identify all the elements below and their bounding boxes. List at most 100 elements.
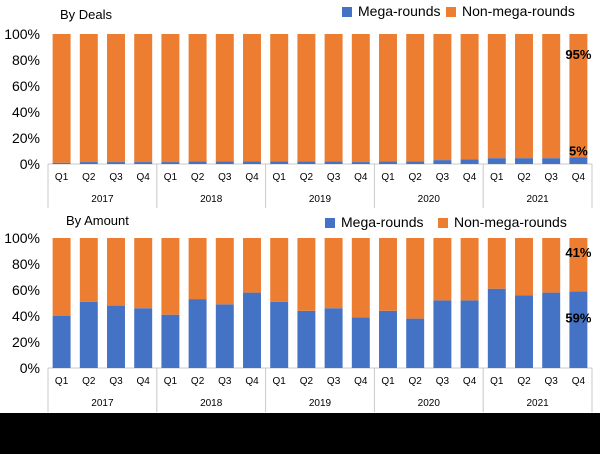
chart2-y-tick-label: 20% <box>12 334 40 350</box>
chart2-data-label-non-mega-rounds: 41% <box>565 245 591 260</box>
chart2-bar-mega-rounds <box>569 291 588 368</box>
chart2-bar-mega-rounds <box>270 301 289 368</box>
chart1-bar-non-mega-rounds <box>52 34 71 163</box>
chart2-bar-non-mega-rounds <box>569 238 588 292</box>
chart1-x-tick-label: Q3 <box>109 172 123 183</box>
chart2-bar-non-mega-rounds <box>297 238 316 311</box>
chart2-bar-non-mega-rounds <box>270 238 289 302</box>
chart2-bar-mega-rounds <box>188 299 207 368</box>
chart2-x-tick-label: Q3 <box>545 376 559 387</box>
chart2-x-tick-label: Q4 <box>137 376 151 387</box>
chart1-year-label: 2021 <box>526 194 549 205</box>
chart1-year-label: 2018 <box>200 194 223 205</box>
chart1-bar-mega-rounds <box>433 160 452 164</box>
chart1-bar-non-mega-rounds <box>297 34 316 162</box>
chart2-bar-non-mega-rounds <box>379 238 397 311</box>
chart1-bar-mega-rounds <box>379 161 397 164</box>
chart1-y-tick-label: 40% <box>12 104 40 120</box>
chart2-legend-label-0: Mega-rounds <box>341 214 424 230</box>
chart2-bar-mega-rounds <box>297 310 316 368</box>
chart1-year-label: 2020 <box>418 194 441 205</box>
chart2-bar-mega-rounds <box>134 308 153 368</box>
chart2-bar-non-mega-rounds <box>487 238 506 289</box>
chart1-x-tick-label: Q2 <box>409 172 423 183</box>
chart1-x-tick-label: Q1 <box>381 172 395 183</box>
chart1-x-tick-label: Q3 <box>327 172 341 183</box>
chart1-bar-mega-rounds <box>515 158 533 164</box>
chart1-bar-mega-rounds <box>460 159 479 164</box>
chart2-bar-non-mega-rounds <box>215 238 234 305</box>
chart2-legend-swatch-0 <box>325 218 335 228</box>
chart1-year-label: 2019 <box>309 194 332 205</box>
chart2-bar-non-mega-rounds <box>351 238 370 318</box>
chart2-bar-non-mega-rounds <box>243 238 261 293</box>
chart1-bar-mega-rounds <box>188 161 207 164</box>
chart1-bar-mega-rounds <box>406 161 425 164</box>
chart1-bar-non-mega-rounds <box>569 34 588 158</box>
chart1-bar-mega-rounds <box>324 161 343 164</box>
chart1-y-tick-label: 20% <box>12 130 40 146</box>
chart2-legend-swatch-1 <box>438 218 448 228</box>
chart1-bar-mega-rounds <box>215 161 234 164</box>
chart1-x-tick-label: Q3 <box>436 172 450 183</box>
chart1-title: By Deals <box>60 7 113 22</box>
chart2-x-tick-label: Q2 <box>409 376 423 387</box>
chart1-bar-mega-rounds <box>161 162 180 164</box>
chart1-y-tick-label: 100% <box>4 26 40 42</box>
chart2-bar-non-mega-rounds <box>324 238 343 309</box>
chart2-bar-mega-rounds <box>515 295 533 368</box>
chart2-year-label: 2021 <box>526 398 549 409</box>
chart2-year-label: 2018 <box>200 398 223 409</box>
chart1-bar-non-mega-rounds <box>79 34 98 163</box>
chart1-bar-mega-rounds <box>569 157 588 164</box>
chart1-data-label-non-mega-rounds: 95% <box>565 47 591 62</box>
chart1-bar-non-mega-rounds <box>270 34 289 162</box>
chart2-bar-mega-rounds <box>79 301 98 368</box>
chart2-bar-non-mega-rounds <box>161 238 180 315</box>
chart1-legend-swatch-0 <box>342 7 352 17</box>
chart2-bar-mega-rounds <box>379 310 397 368</box>
chart1-bar-mega-rounds <box>351 162 370 164</box>
chart2-bar-mega-rounds <box>324 308 343 368</box>
chart1-bar-non-mega-rounds <box>243 34 261 162</box>
chart2-bar-mega-rounds <box>542 292 561 368</box>
chart1-x-tick-label: Q3 <box>545 172 559 183</box>
chart1-x-tick-label: Q3 <box>218 172 232 183</box>
chart1-bar-non-mega-rounds <box>324 34 343 162</box>
chart1-bar-mega-rounds <box>487 158 506 164</box>
chart1-x-tick-label: Q1 <box>490 172 504 183</box>
chart2-bar-non-mega-rounds <box>515 238 533 296</box>
chart1-x-tick-label: Q1 <box>55 172 69 183</box>
chart1-y-tick-label: 0% <box>20 156 40 172</box>
chart2-data-label-mega-rounds: 59% <box>565 310 591 325</box>
chart2-x-tick-label: Q3 <box>436 376 450 387</box>
chart2-x-tick-label: Q4 <box>463 376 477 387</box>
chart2-y-tick-label: 60% <box>12 282 40 298</box>
chart2-y-tick-label: 100% <box>4 230 40 246</box>
chart1-bar-non-mega-rounds <box>107 34 125 163</box>
charts-layer: By Deals Mega-rounds Non-mega-rounds 0% 20% 4… <box>4 3 593 412</box>
chart1-bar-mega-rounds <box>243 161 261 164</box>
chart1-x-tick-label: Q2 <box>517 172 531 183</box>
chart1-bar-mega-rounds <box>297 161 316 164</box>
chart1-bar-non-mega-rounds <box>134 34 153 163</box>
chart2-bar-non-mega-rounds <box>433 238 452 301</box>
chart2-bar-mega-rounds <box>161 314 180 368</box>
chart2-bar-non-mega-rounds <box>406 238 425 319</box>
chart1-x-tick-label: Q2 <box>82 172 96 183</box>
chart1-x-tick-label: Q4 <box>463 172 477 183</box>
chart2-title: By Amount <box>66 213 129 228</box>
chart2-x-tick-label: Q1 <box>381 376 395 387</box>
chart1-bar-non-mega-rounds <box>487 34 506 159</box>
chart1-x-tick-label: Q2 <box>300 172 314 183</box>
chart2-y-tick-label: 80% <box>12 256 40 272</box>
chart2-bar-mega-rounds <box>460 300 479 368</box>
chart2-bar-non-mega-rounds <box>52 238 71 316</box>
chart2-bar-mega-rounds <box>107 305 125 368</box>
chart1-x-tick-label: Q4 <box>137 172 151 183</box>
chart2-x-tick-label: Q3 <box>109 376 123 387</box>
chart1-legend-label-1: Non-mega-rounds <box>462 3 575 19</box>
chart2-bar-non-mega-rounds <box>107 238 125 306</box>
